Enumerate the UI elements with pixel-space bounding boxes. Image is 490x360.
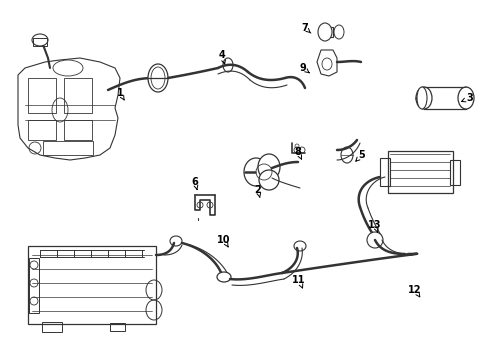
Ellipse shape [318,23,332,41]
Text: 11: 11 [292,275,306,285]
Ellipse shape [32,34,48,46]
Ellipse shape [458,87,474,109]
Bar [42,322,62,332]
Text: 8: 8 [294,147,301,157]
Ellipse shape [367,232,383,248]
Bar [43,141,93,155]
Bar [109,323,124,331]
Bar [388,151,452,193]
Bar [28,246,156,324]
Ellipse shape [417,87,427,109]
Ellipse shape [334,25,344,39]
Bar [64,77,92,112]
Text: 12: 12 [408,285,422,295]
Text: 6: 6 [192,177,198,187]
Bar [28,77,56,112]
Ellipse shape [258,154,280,180]
Text: 2: 2 [255,185,261,195]
Text: 1: 1 [117,88,123,98]
Bar [28,120,56,140]
Ellipse shape [148,64,168,92]
Bar [64,120,92,140]
Text: 10: 10 [217,235,231,245]
Bar [321,27,333,37]
Bar [450,159,460,184]
Bar [380,158,390,186]
Text: 5: 5 [359,150,366,160]
Bar [424,87,466,109]
Text: 13: 13 [368,220,382,230]
Text: 9: 9 [299,63,306,73]
Bar [33,38,47,46]
Text: 4: 4 [219,50,225,60]
Ellipse shape [416,87,432,109]
Text: 3: 3 [466,93,473,103]
Ellipse shape [217,272,231,282]
Bar [29,257,39,312]
Ellipse shape [259,170,279,190]
Ellipse shape [244,158,268,186]
Text: 7: 7 [302,23,308,33]
